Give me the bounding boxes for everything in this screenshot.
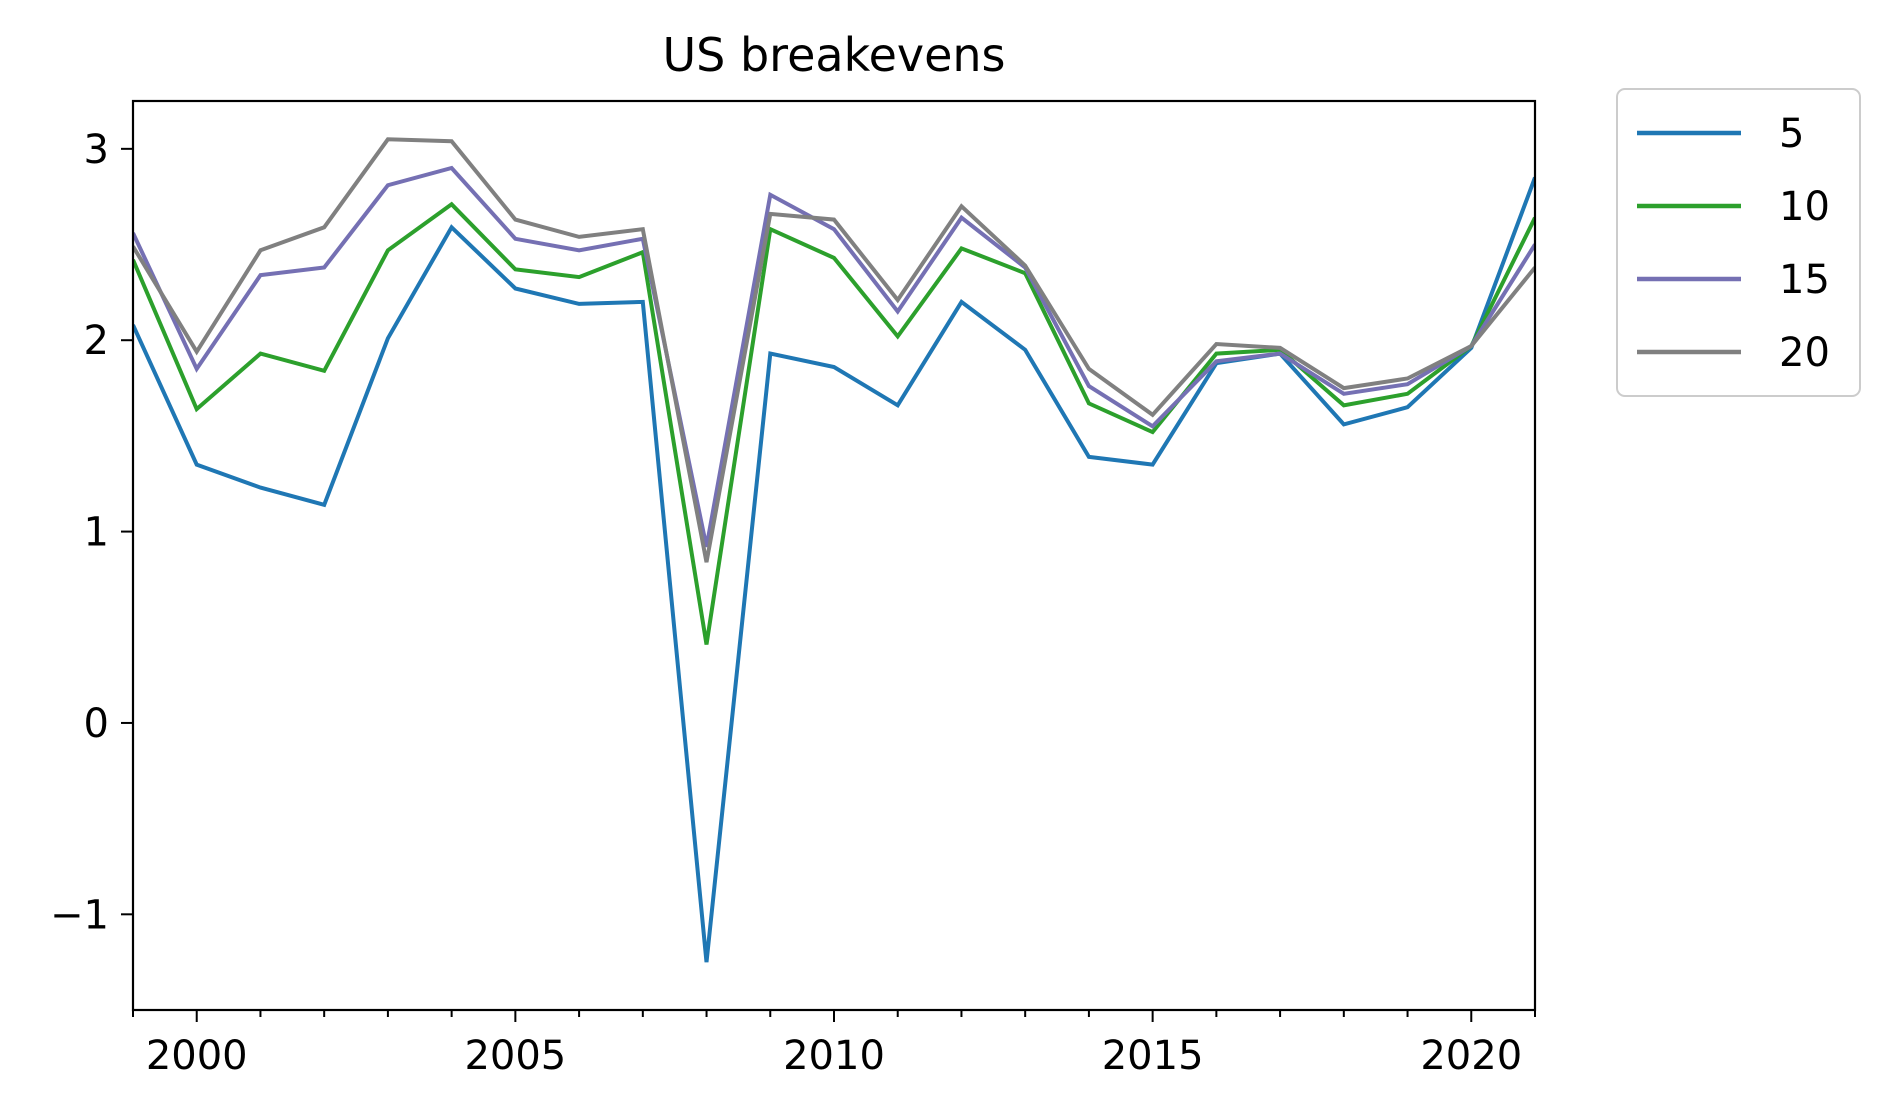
legend-label-10: 10: [1779, 184, 1830, 230]
x-tick-label: 2005: [464, 1033, 566, 1079]
chart-title: US breakevens: [662, 28, 1005, 82]
y-tick-label: 3: [84, 127, 109, 173]
x-tick-label: 2010: [783, 1033, 885, 1079]
legend-frame: [1616, 88, 1861, 397]
y-tick-label: 2: [84, 318, 109, 364]
legend-label-15: 15: [1779, 257, 1830, 303]
x-tick-label: 2000: [146, 1033, 248, 1079]
x-tick-label: 2020: [1420, 1033, 1522, 1079]
y-tick-label: −1: [50, 892, 109, 938]
legend-label-20: 20: [1779, 330, 1830, 376]
x-axis-ticks: 2000 2005 2010 2015 2020: [132, 1010, 1536, 1079]
plot-frame: [131, 99, 1537, 1012]
series-line-20: [133, 137, 1535, 563]
series-line-5: [133, 176, 1535, 963]
x-tick-label: 2015: [1102, 1033, 1204, 1079]
y-axis-ticks: −1 0 1 2 3: [50, 127, 133, 938]
legend-entries: 5 10 15 20: [1637, 111, 1830, 376]
legend-label-5: 5: [1779, 111, 1804, 157]
series-lines: [133, 137, 1535, 963]
y-tick-label: 0: [84, 701, 109, 747]
series-line-15: [133, 165, 1535, 548]
y-tick-label: 1: [84, 510, 109, 556]
legend: 5 10 15 20: [1616, 88, 1861, 397]
